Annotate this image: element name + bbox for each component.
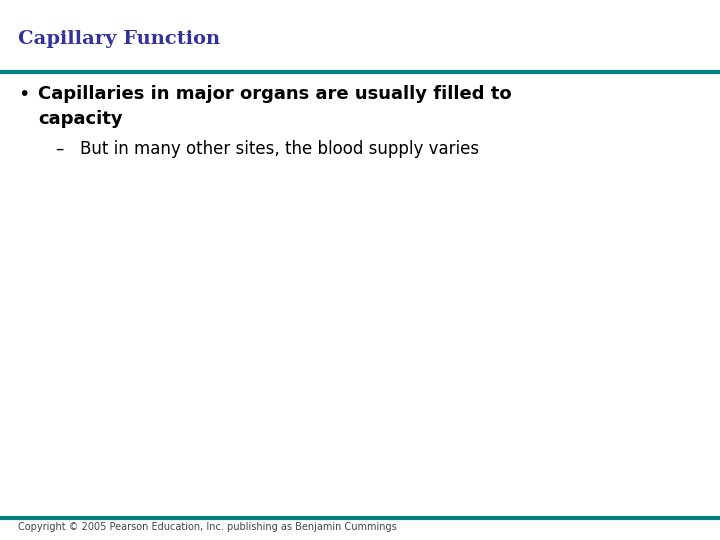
Text: capacity: capacity [38, 110, 122, 128]
Text: –: – [55, 140, 63, 158]
Text: But in many other sites, the blood supply varies: But in many other sites, the blood suppl… [80, 140, 479, 158]
Text: •: • [18, 85, 30, 104]
Text: Capillary Function: Capillary Function [18, 30, 220, 48]
Text: Capillaries in major organs are usually filled to: Capillaries in major organs are usually … [38, 85, 512, 103]
Text: Copyright © 2005 Pearson Education, Inc. publishing as Benjamin Cummings: Copyright © 2005 Pearson Education, Inc.… [18, 522, 397, 532]
